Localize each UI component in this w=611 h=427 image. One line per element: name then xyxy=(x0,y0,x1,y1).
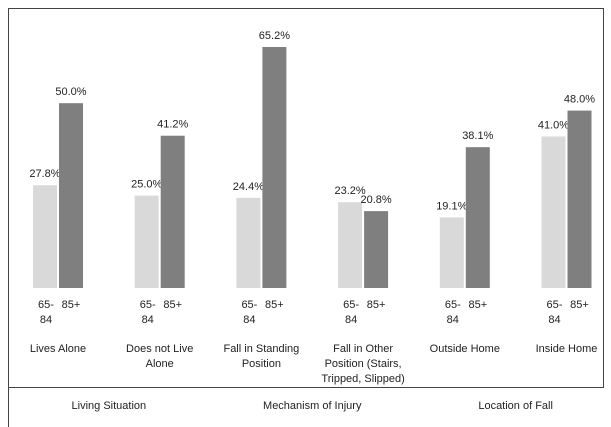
group-label: Location of Fall xyxy=(478,400,553,412)
series-label: 85+ xyxy=(163,299,183,311)
category-label: Fall in Standing Position xyxy=(223,343,300,370)
value-label: 38.1% xyxy=(462,130,493,142)
group-label: Living Situation xyxy=(71,400,147,412)
bar xyxy=(59,103,83,288)
value-label: 23.2% xyxy=(334,185,365,197)
category-label: Lives Alone xyxy=(29,343,87,355)
group-label: Mechanism of Injury xyxy=(263,400,362,412)
value-label: 41.2% xyxy=(157,119,188,131)
bar xyxy=(541,136,566,288)
chart-border xyxy=(8,8,604,388)
value-label: 19.1% xyxy=(436,200,467,212)
category-label: Fall in Other Position (Stairs, Tripped,… xyxy=(321,343,405,385)
series-label: 65-84 xyxy=(139,299,156,326)
bar xyxy=(338,202,363,288)
series-label: 65-84 xyxy=(241,299,258,326)
series-label: 65-84 xyxy=(546,299,563,326)
value-label: 24.4% xyxy=(233,181,264,193)
series-label: 85+ xyxy=(366,299,386,311)
series-label: 85+ xyxy=(570,299,589,311)
series-label: 65-84 xyxy=(38,299,54,326)
category-label: Outside Home xyxy=(429,343,500,355)
series-label: 65-84 xyxy=(343,299,360,326)
bar xyxy=(33,185,57,288)
value-label: 48.0% xyxy=(564,94,595,106)
series-label: 85+ xyxy=(61,299,81,311)
bar xyxy=(364,211,389,288)
series-label: 65-84 xyxy=(444,299,461,326)
bar xyxy=(236,197,261,288)
bar xyxy=(439,217,464,288)
series-label: 85+ xyxy=(265,299,284,311)
value-label: 65.2% xyxy=(259,30,290,42)
series-label: 85+ xyxy=(468,299,488,311)
value-label: 27.8% xyxy=(29,168,60,180)
bar xyxy=(160,135,185,288)
bar xyxy=(134,195,159,288)
value-label: 50.0% xyxy=(55,86,86,98)
bar xyxy=(262,47,287,288)
category-label: Inside Home xyxy=(535,343,598,355)
value-label: 20.8% xyxy=(360,194,391,206)
value-label: 25.0% xyxy=(131,179,162,191)
bar xyxy=(465,147,490,288)
bar xyxy=(567,110,592,288)
value-label: 41.0% xyxy=(538,119,569,131)
category-label: Does not Live Alone xyxy=(126,343,194,370)
